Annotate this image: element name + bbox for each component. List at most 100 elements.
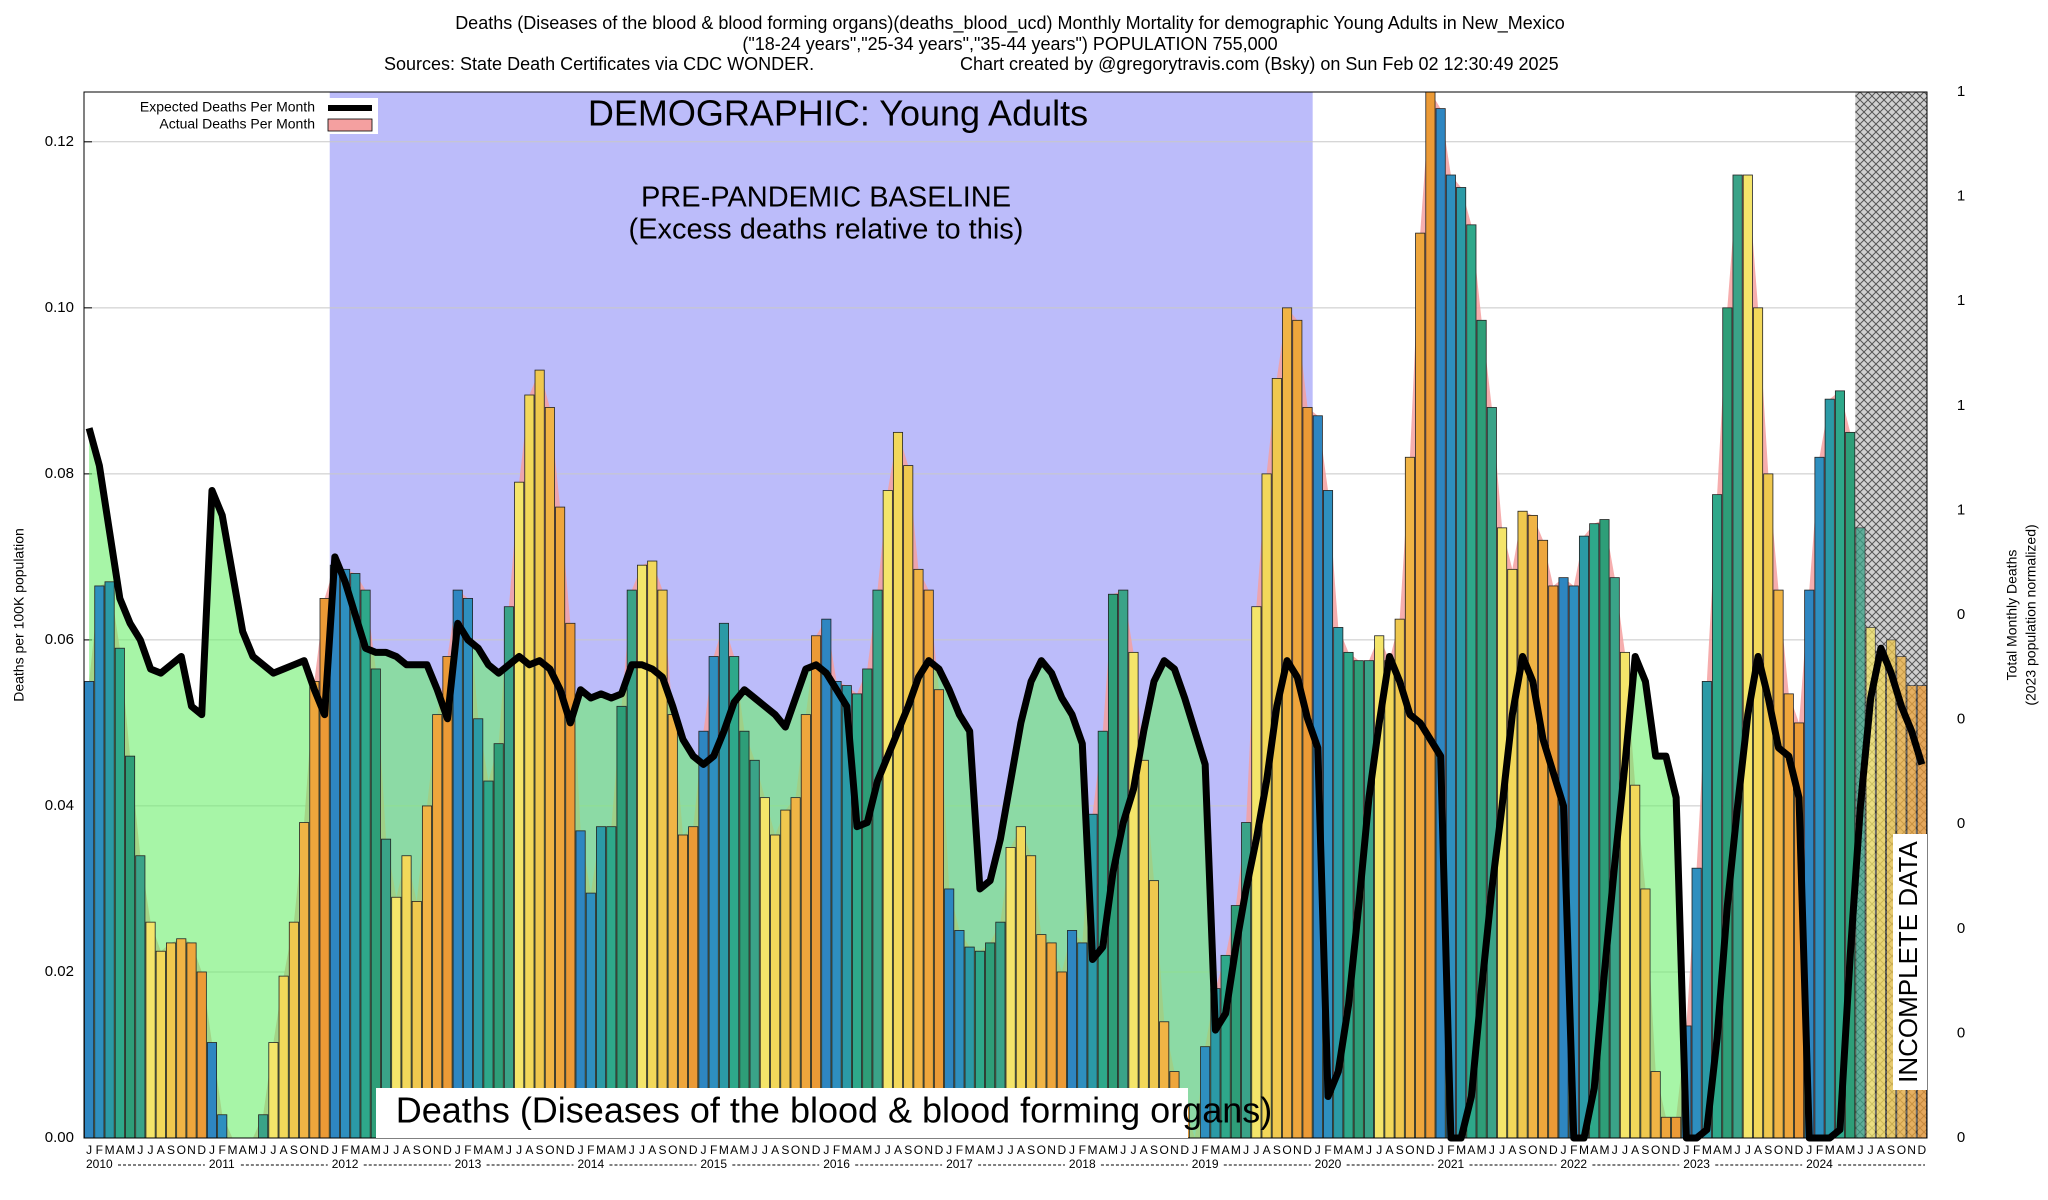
x-tick-label: F: [1447, 1143, 1454, 1157]
bar: [503, 606, 514, 1139]
bar: [1527, 514, 1538, 1139]
bar: [1384, 660, 1395, 1139]
y-axis-label: Deaths per 100K population: [11, 528, 27, 702]
x-tick-label: N: [1662, 1143, 1671, 1157]
x-tick-label: A: [1140, 1143, 1148, 1157]
x-tick-label: F: [1201, 1143, 1208, 1157]
x-tick-label: F: [341, 1143, 348, 1157]
legend-label: Expected Deaths Per Month: [140, 99, 315, 115]
bar: [1118, 589, 1129, 1139]
x-tick-label: J: [1612, 1143, 1618, 1157]
bar: [166, 942, 177, 1139]
chart-title: Deaths (Diseases of the blood & blood fo…: [455, 13, 1565, 34]
x-tick-label: A: [1836, 1143, 1844, 1157]
x-tick-label: O: [791, 1143, 800, 1157]
bar: [1875, 660, 1886, 1139]
bar: [1363, 660, 1374, 1139]
x-tick-label: O: [545, 1143, 554, 1157]
bottom-label: Deaths (Diseases of the blood & blood fo…: [396, 1090, 1272, 1131]
x-tick-label: A: [771, 1143, 779, 1157]
x-tick-label: M: [617, 1143, 627, 1157]
x-tick-label: J: [1499, 1143, 1505, 1157]
x-tick-label: A: [976, 1143, 984, 1157]
x-tick-label: A: [730, 1143, 738, 1157]
bar: [800, 714, 811, 1139]
x-tick-label: J: [639, 1143, 645, 1157]
y2-tick-label: 0: [1957, 1024, 1965, 1041]
x-tick-label: A: [1263, 1143, 1271, 1157]
bar: [616, 705, 627, 1139]
bar: [135, 855, 146, 1139]
x-tick-label: M: [985, 1143, 995, 1157]
x-tick-label: N: [1293, 1143, 1302, 1157]
bar: [872, 589, 883, 1139]
x-tick-label: N: [1907, 1143, 1916, 1157]
x-tick-label: N: [1170, 1143, 1179, 1157]
x-tick-label: D: [1180, 1143, 1189, 1157]
x-tick-label: A: [1017, 1143, 1025, 1157]
bar: [1722, 307, 1733, 1139]
bar: [1660, 1116, 1671, 1139]
y2-axis-label: Total Monthly Deaths: [2004, 550, 2020, 681]
x-tick-label: M: [739, 1143, 749, 1157]
x-tick-label: D: [1672, 1143, 1681, 1157]
x-tick-label: O: [668, 1143, 677, 1157]
x-tick-label: A: [525, 1143, 533, 1157]
x-tick-label: J: [629, 1143, 635, 1157]
x-tick-label: J: [1130, 1143, 1136, 1157]
bar: [1466, 224, 1477, 1139]
x-tick-label: S: [536, 1143, 544, 1157]
x-tick-label: J: [1120, 1143, 1126, 1157]
x-tick-label: D: [320, 1143, 329, 1157]
bar: [1271, 378, 1282, 1139]
y2-tick-label: 1: [1957, 83, 1965, 100]
x-tick-label: M: [1108, 1143, 1118, 1157]
y-tick-label: 0.04: [45, 797, 74, 814]
x-tick-label: D: [566, 1143, 575, 1157]
bar: [1538, 539, 1549, 1139]
bar: [340, 568, 351, 1139]
x-tick-label: M: [1579, 1143, 1589, 1157]
bar: [831, 681, 842, 1139]
bar: [534, 369, 545, 1139]
x-tick-label: M: [719, 1143, 729, 1157]
x-tick-label: S: [167, 1143, 175, 1157]
x-tick-label: D: [197, 1143, 206, 1157]
x-tick-label: D: [1549, 1143, 1558, 1157]
x-tick-label: S: [1764, 1143, 1772, 1157]
legend-label: Actual Deaths Per Month: [159, 116, 315, 132]
x-tick-label: A: [280, 1143, 288, 1157]
x-tick-label: J: [516, 1143, 522, 1157]
x-tick-label: D: [1426, 1143, 1435, 1157]
x-tick-label: F: [219, 1143, 226, 1157]
x-tick-label: J: [1315, 1143, 1321, 1157]
bar: [903, 465, 914, 1139]
x-tick-label: M: [248, 1143, 258, 1157]
x-tick-label: M: [965, 1143, 975, 1157]
bar: [1456, 187, 1467, 1139]
year-label: 2020: [1315, 1157, 1342, 1171]
x-tick-label: A: [894, 1143, 902, 1157]
x-tick-label: M: [1210, 1143, 1220, 1157]
bar: [1630, 784, 1641, 1139]
x-tick-label: S: [1396, 1143, 1404, 1157]
bar: [1517, 510, 1528, 1139]
bar: [647, 560, 658, 1139]
bar: [268, 1042, 279, 1139]
year-label: 2013: [455, 1157, 482, 1171]
x-tick-label: M: [1825, 1143, 1835, 1157]
x-tick-label: M: [371, 1143, 381, 1157]
x-tick-label: A: [853, 1143, 861, 1157]
x-tick-label: O: [1160, 1143, 1169, 1157]
x-tick-label: O: [1037, 1143, 1046, 1157]
bar: [1415, 232, 1426, 1139]
x-tick-label: J: [270, 1143, 276, 1157]
x-tick-label: S: [290, 1143, 298, 1157]
x-tick-label: A: [1508, 1143, 1516, 1157]
bar: [258, 1114, 269, 1139]
x-tick-label: F: [956, 1143, 963, 1157]
x-tick-label: J: [1806, 1143, 1812, 1157]
baseline-label: PRE-PANDEMIC BASELINE: [641, 182, 1011, 214]
bar: [862, 668, 873, 1139]
bar: [667, 714, 678, 1139]
